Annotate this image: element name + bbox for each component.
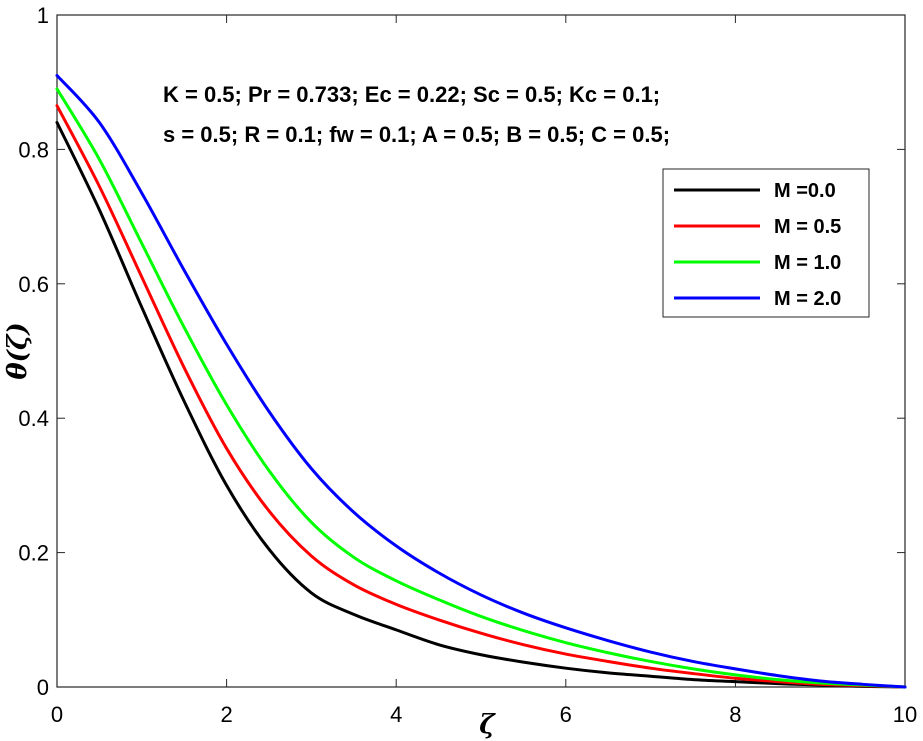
x-tick-label: 6 xyxy=(560,702,572,727)
series-line-4 xyxy=(55,73,907,689)
legend-label: M = 1.0 xyxy=(774,252,841,274)
x-tick-label: 2 xyxy=(220,702,232,727)
series-line-2 xyxy=(55,104,907,689)
y-tick-label: 0.8 xyxy=(18,137,49,162)
y-tick-label: 1 xyxy=(37,3,49,28)
plot-area xyxy=(56,14,906,688)
legend: M =0.0 M = 0.5 M = 1.0 M = 2.0 xyxy=(662,168,870,318)
x-tick-label: 8 xyxy=(729,702,741,727)
x-axis-label: ζ xyxy=(479,710,496,740)
parameter-annotation-line-2: s = 0.5; R = 0.1; fw = 0.1; A = 0.5; B =… xyxy=(163,122,670,147)
series-line-3 xyxy=(55,87,907,689)
legend-label: M = 2.0 xyxy=(774,288,841,310)
axis-ticks: 0 2 4 6 8 10 0 0.2 0.4 0.6 0.8 1 xyxy=(18,3,917,727)
series-lines xyxy=(55,73,907,689)
y-axis-label: θ(ζ) xyxy=(3,322,33,379)
y-tick-label: 0 xyxy=(37,675,49,700)
series-line-1 xyxy=(55,121,907,689)
legend-label: M = 0.5 xyxy=(774,216,841,238)
x-tick-label: 0 xyxy=(51,702,63,727)
legend-label: M =0.0 xyxy=(774,180,836,202)
parameter-annotation-line-1: K = 0.5; Pr = 0.733; Ec = 0.22; Sc = 0.5… xyxy=(163,82,660,107)
x-tick-label: 10 xyxy=(893,702,917,727)
legend-box xyxy=(662,168,870,318)
y-tick-label: 0.6 xyxy=(18,272,49,297)
y-tick-label: 0.2 xyxy=(18,541,49,566)
y-tick-label: 0.4 xyxy=(18,406,49,431)
x-tick-label: 4 xyxy=(390,702,402,727)
